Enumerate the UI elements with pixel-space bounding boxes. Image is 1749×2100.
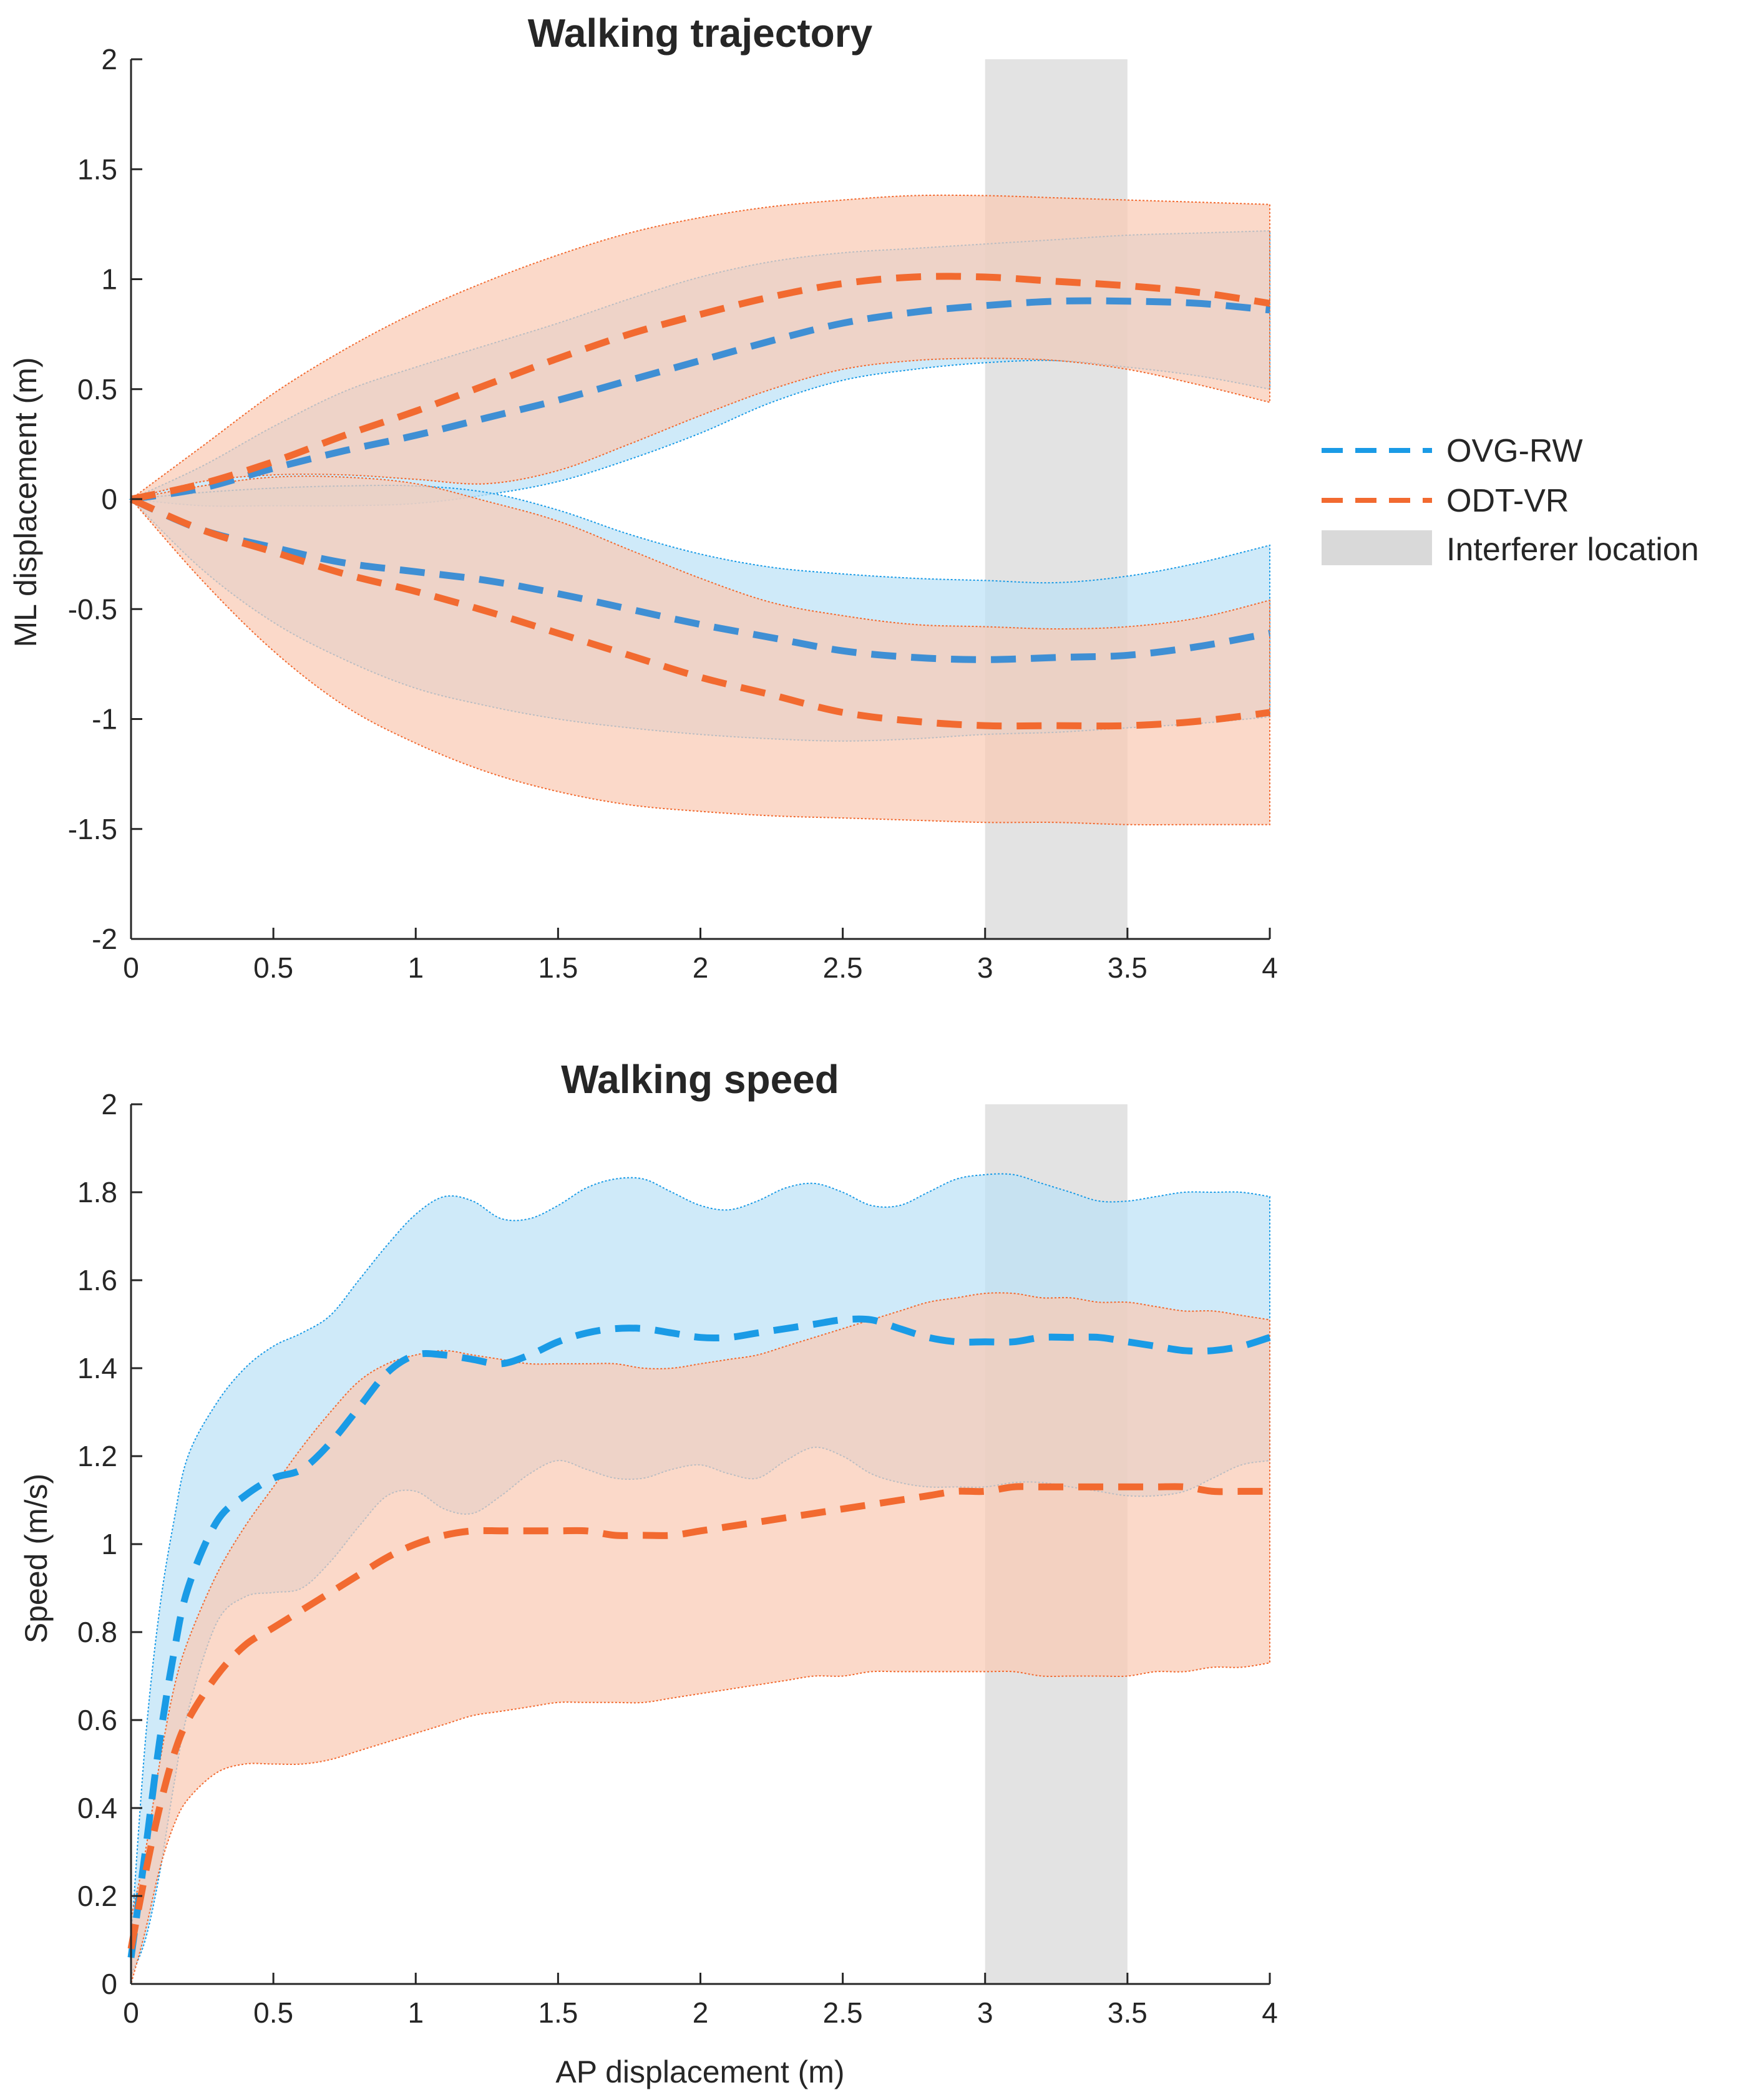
mean-lines — [127, 1315, 1271, 1958]
x-tick-label: 1.5 — [538, 1996, 578, 2029]
x-tick-label: 2.5 — [823, 1996, 863, 2029]
y-tick-label: 1.4 — [77, 1352, 117, 1384]
axes — [130, 58, 1271, 940]
tick-labels: 0 0.5 1 1.5 2 2.5 3 3.5 4 0 0.2 0.4 0.6 0.8 1 1.2 1.4 1.6… — [77, 1088, 1278, 2029]
speed-chart: 0 0.5 1 1.5 2 2.5 3 3.5 4 0 0.2 0.4 0.6 0.8 1 1.2 1.4 1.6… — [19, 1057, 1278, 2089]
y-tick-label: -1 — [92, 703, 117, 736]
x-tick-label: 1 — [407, 1996, 424, 2029]
y-tick-label: 0 — [101, 483, 117, 515]
y-tick-label: 1 — [101, 263, 117, 296]
odt-vr-mean-line — [130, 273, 1270, 503]
odt-vr-mean-line — [127, 1483, 1270, 1950]
odt-vr-mean-line — [129, 495, 1270, 730]
y-tick-label: -0.5 — [68, 593, 117, 625]
y-tick-label: 1.2 — [77, 1440, 117, 1472]
y-axis-label: ML displacement (m) — [8, 357, 43, 648]
x-tick-label: 3.5 — [1108, 1996, 1147, 2029]
x-axis-label: AP displacement (m) — [555, 2054, 844, 2089]
x-tick-label: 4 — [1262, 951, 1278, 984]
odt-vr-band — [130, 194, 1270, 500]
legend-label-interferer: Interferer location — [1446, 532, 1699, 568]
x-tick-label: 2 — [693, 951, 709, 984]
x-tick-label: 1 — [407, 951, 424, 984]
x-tick-label: 1.5 — [538, 951, 578, 984]
x-tick-label: 2.5 — [823, 951, 863, 984]
y-tick-label: 0.6 — [77, 1704, 117, 1736]
legend-label-ovg: OVG-RW — [1446, 433, 1583, 469]
legend-swatch-interferer — [1322, 530, 1432, 565]
mean-lines — [129, 273, 1270, 730]
y-tick-label: 1.5 — [77, 153, 117, 185]
ovg-rw-mean-line — [127, 1315, 1271, 1958]
legend-label-odt: ODT-VR — [1446, 483, 1569, 519]
y-axis-label: Speed (m/s) — [19, 1474, 54, 1643]
tick-labels: 0 0.5 1 1.5 2 2.5 3 3.5 4 -2 -1.5 -1 -0.5 0 0.5 1 1.5 2 — [68, 43, 1278, 984]
x-tick-label: 0 — [123, 1996, 139, 2029]
y-tick-label: 0.2 — [77, 1880, 117, 1912]
chart-title: Walking trajectory — [528, 11, 873, 56]
y-tick-label: -1.5 — [68, 813, 117, 845]
y-tick-label: 0 — [101, 1968, 117, 2000]
y-tick-label: 2 — [101, 43, 117, 75]
axes — [130, 1103, 1271, 1985]
x-tick-label: 3 — [977, 1996, 993, 2029]
chart-title: Walking speed — [561, 1057, 839, 1102]
legend: OVG-RW ODT-VR Interferer location — [1322, 433, 1699, 568]
y-tick-label: -2 — [92, 923, 117, 955]
y-tick-label: 0.8 — [77, 1616, 117, 1648]
y-tick-label: 1.8 — [77, 1176, 117, 1208]
x-tick-label: 4 — [1262, 1996, 1278, 2029]
y-tick-label: 1.6 — [77, 1264, 117, 1296]
trajectory-chart: 0 0.5 1 1.5 2 2.5 3 3.5 4 -2 -1.5 -1 -0.5 0 0.5 1 1.5 2 W… — [8, 11, 1278, 984]
odt-vr-band — [130, 475, 1270, 825]
x-tick-label: 0.5 — [253, 1996, 293, 2029]
x-tick-label: 3 — [977, 951, 993, 984]
ovg-rw-mean-line — [130, 297, 1270, 503]
y-tick-label: 0.4 — [77, 1792, 117, 1824]
x-tick-label: 0 — [123, 951, 139, 984]
x-tick-label: 3.5 — [1108, 951, 1147, 984]
ovg-rw-mean-line — [129, 495, 1270, 663]
y-tick-label: 1 — [101, 1528, 117, 1560]
y-tick-label: 2 — [101, 1088, 117, 1120]
x-tick-label: 2 — [693, 1996, 709, 2029]
y-tick-label: 0.5 — [77, 373, 117, 406]
x-tick-label: 0.5 — [253, 951, 293, 984]
